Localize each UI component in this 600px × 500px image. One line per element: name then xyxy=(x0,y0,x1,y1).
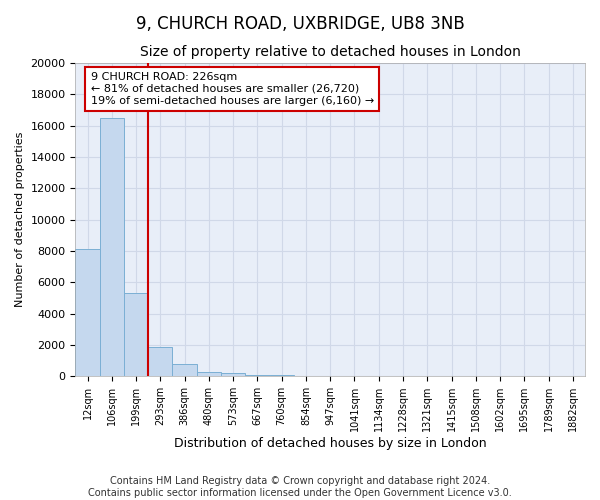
Bar xyxy=(221,373,245,376)
Bar xyxy=(100,118,124,376)
Bar xyxy=(124,293,148,376)
Text: 9, CHURCH ROAD, UXBRIDGE, UB8 3NB: 9, CHURCH ROAD, UXBRIDGE, UB8 3NB xyxy=(136,15,464,33)
Title: Size of property relative to detached houses in London: Size of property relative to detached ho… xyxy=(140,45,521,59)
X-axis label: Distribution of detached houses by size in London: Distribution of detached houses by size … xyxy=(174,437,487,450)
Text: 9 CHURCH ROAD: 226sqm
← 81% of detached houses are smaller (26,720)
19% of semi-: 9 CHURCH ROAD: 226sqm ← 81% of detached … xyxy=(91,72,374,106)
Bar xyxy=(197,372,221,376)
Bar xyxy=(172,364,197,376)
Y-axis label: Number of detached properties: Number of detached properties xyxy=(15,132,25,308)
Bar xyxy=(148,347,172,376)
Text: Contains HM Land Registry data © Crown copyright and database right 2024.
Contai: Contains HM Land Registry data © Crown c… xyxy=(88,476,512,498)
Bar xyxy=(76,250,100,376)
